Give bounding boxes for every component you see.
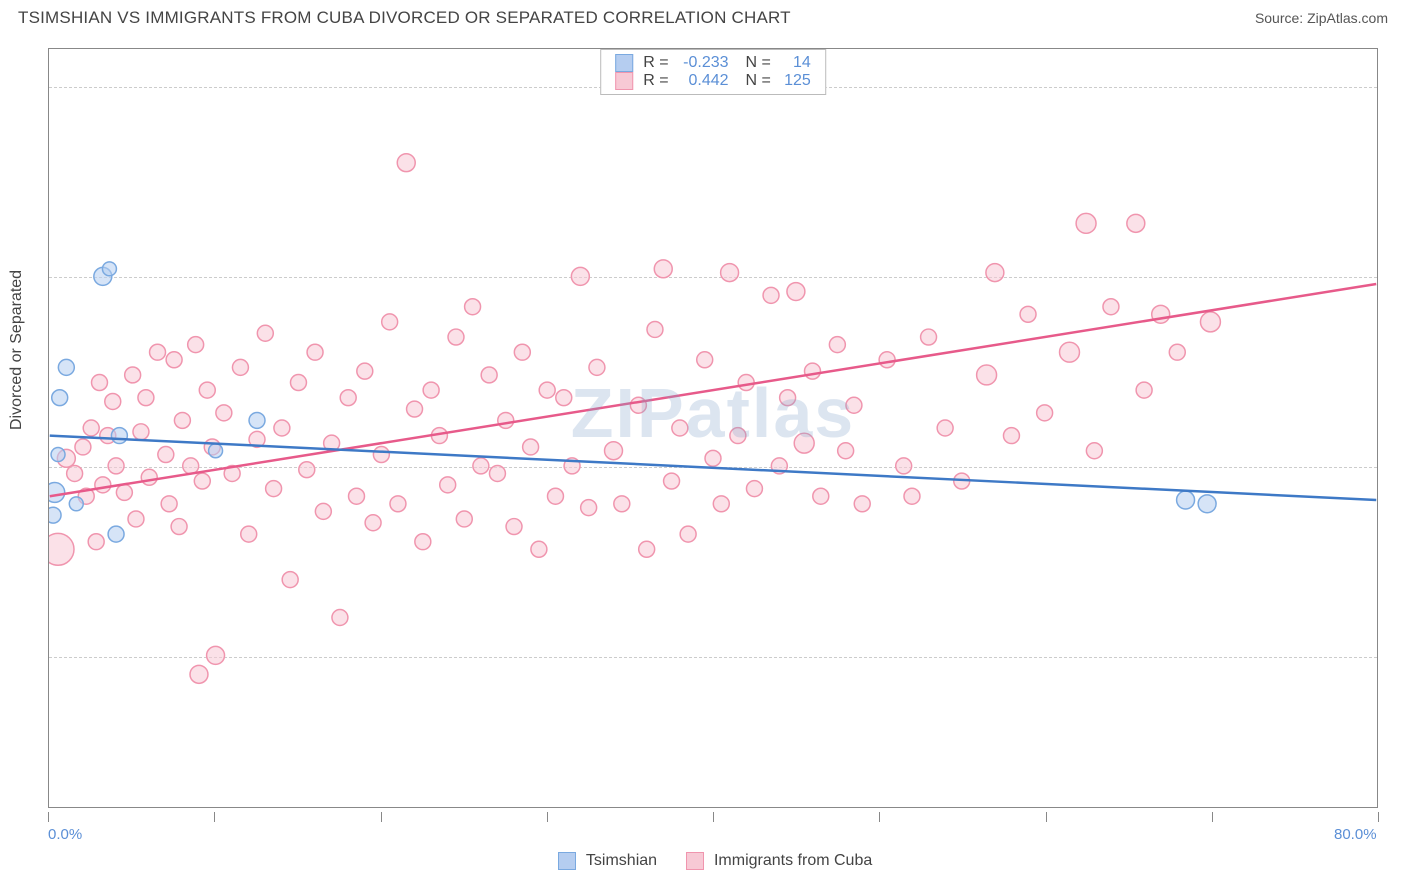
x-tick: [1378, 812, 1379, 822]
series-legend: Tsimshian Immigrants from Cuba: [0, 852, 1406, 870]
source-label: Source: ZipAtlas.com: [1255, 10, 1388, 26]
x-tick-label: 0.0%: [48, 826, 82, 843]
n-value: 125: [775, 72, 811, 90]
x-tick: [1212, 812, 1213, 822]
series2-legend-label: Immigrants from Cuba: [714, 852, 872, 869]
n-label: N =: [745, 72, 770, 90]
r-label: R =: [643, 54, 668, 72]
scatter-plot-svg: [49, 49, 1377, 807]
series1-legend-label: Tsimshian: [586, 852, 657, 869]
chart-plot-area: ZIPatlas R = -0.233 N = 14 R = 0.442 N =…: [48, 48, 1378, 808]
r-label: R =: [643, 72, 668, 90]
x-tick: [547, 812, 548, 822]
x-tick: [214, 812, 215, 822]
x-axis: 0.0% 80.0%: [48, 812, 1378, 842]
x-tick: [381, 812, 382, 822]
x-tick: [48, 812, 49, 822]
r-value: -0.233: [673, 54, 729, 72]
legend-row-series2: R = 0.442 N = 125: [615, 72, 811, 90]
y-axis-label: Divorced or Separated: [8, 270, 26, 430]
series1-swatch: [615, 54, 633, 72]
x-tick-label: 80.0%: [1334, 826, 1377, 843]
n-label: N =: [745, 54, 770, 72]
series2-swatch: [615, 72, 633, 90]
x-tick: [1046, 812, 1047, 822]
r-value: 0.442: [673, 72, 729, 90]
legend-row-series1: R = -0.233 N = 14: [615, 54, 811, 72]
x-tick: [879, 812, 880, 822]
n-value: 14: [775, 54, 811, 72]
series2-legend-swatch: [686, 852, 704, 870]
correlation-legend: R = -0.233 N = 14 R = 0.442 N = 125: [600, 49, 826, 95]
x-tick: [713, 812, 714, 822]
series1-legend-swatch: [558, 852, 576, 870]
chart-title: TSIMSHIAN VS IMMIGRANTS FROM CUBA DIVORC…: [18, 8, 791, 28]
